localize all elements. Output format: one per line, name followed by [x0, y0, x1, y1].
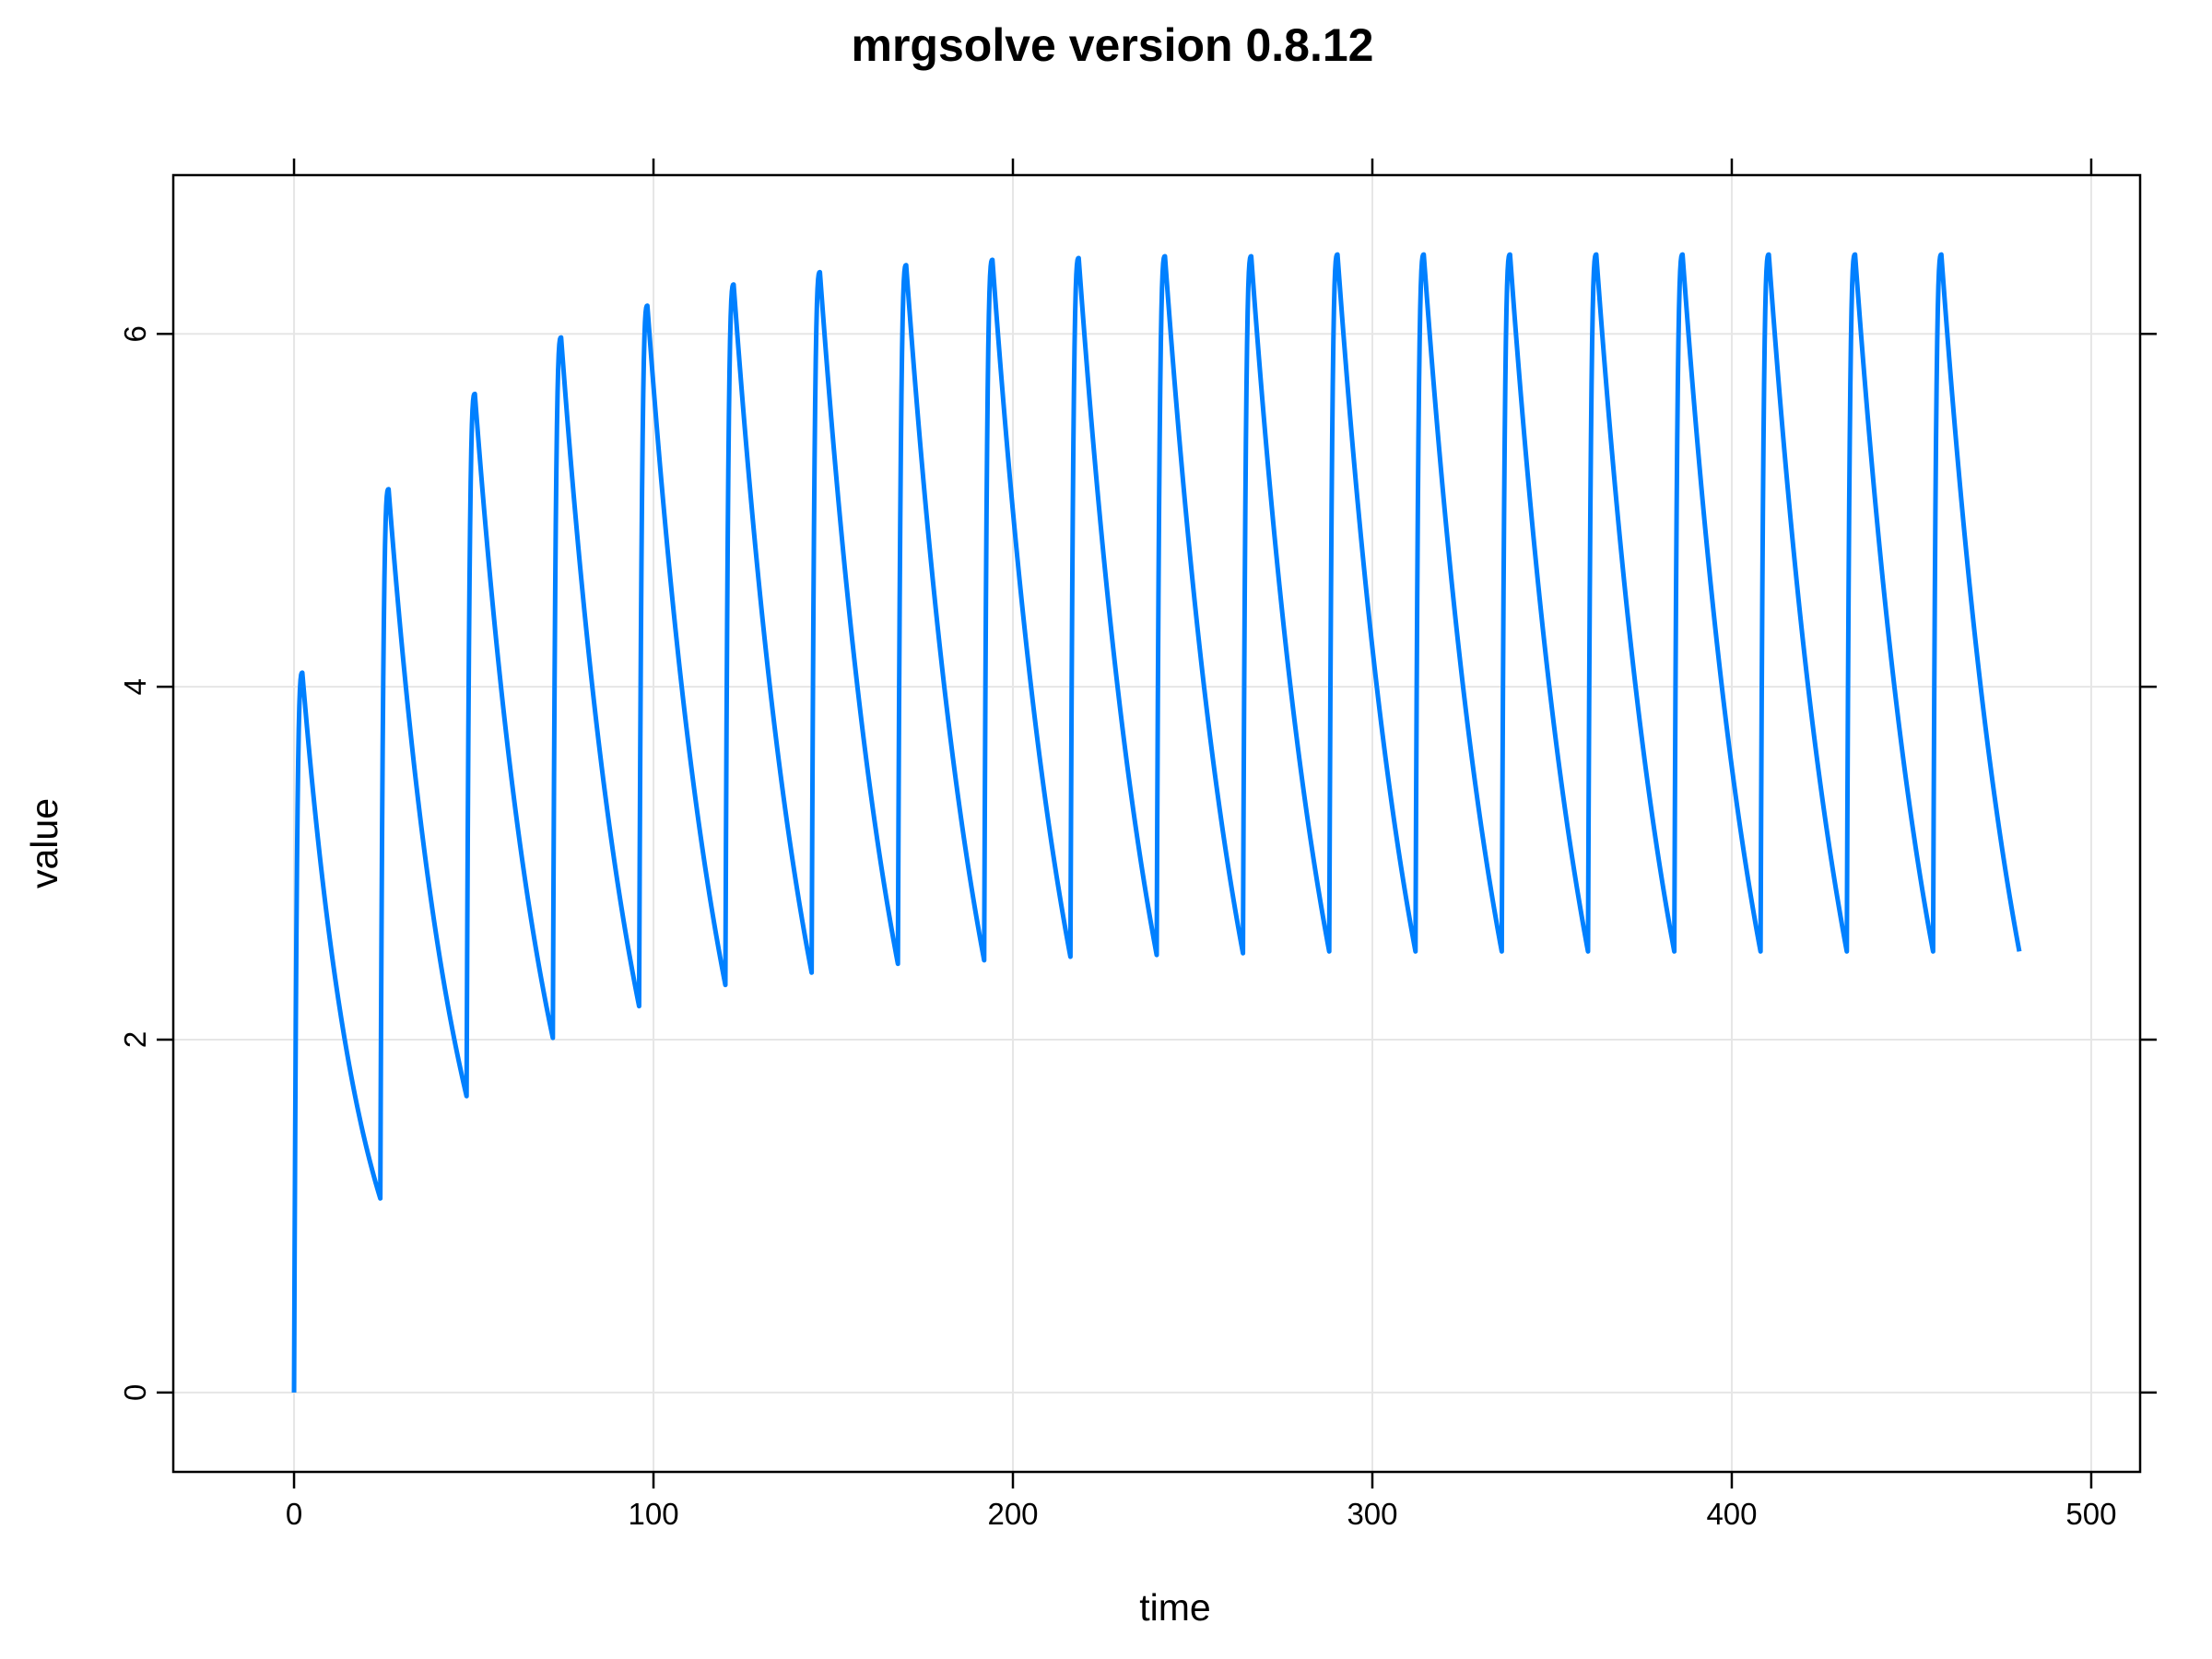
series-line [291, 252, 2022, 1393]
x-tick-label-1: 100 [628, 1497, 678, 1531]
y-axis-label: value [23, 798, 65, 888]
plot-frame [171, 173, 2142, 1474]
x-tick-label-4: 400 [1706, 1497, 1757, 1531]
y-axis: 0 2 4 6 [118, 325, 2157, 1401]
series [291, 252, 2022, 1393]
x-tick-label-2: 200 [987, 1497, 1038, 1531]
x-tick-label-3: 300 [1347, 1497, 1397, 1531]
y-tick-label-0: 0 [118, 1384, 152, 1401]
x-axis: 0 100 200 300 400 500 [286, 159, 2116, 1531]
x-tick-label-5: 500 [2065, 1497, 2116, 1531]
y-tick-label-1: 2 [118, 1031, 152, 1048]
y-tick-label-3: 6 [118, 325, 152, 342]
y-tick-label-2: 4 [118, 678, 152, 695]
x-tick-label-0: 0 [286, 1497, 302, 1531]
chart-title: mrgsolve version 0.8.12 [852, 19, 1374, 71]
x-axis-label: time [1139, 1586, 1210, 1629]
